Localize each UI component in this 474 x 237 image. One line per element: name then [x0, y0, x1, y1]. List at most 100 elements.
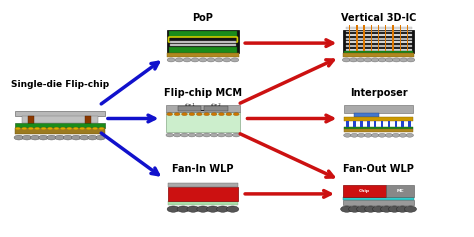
Text: Interposer: Interposer — [350, 88, 407, 98]
Circle shape — [30, 135, 40, 140]
Bar — [343, 53, 414, 57]
Circle shape — [392, 58, 401, 62]
Bar — [28, 116, 35, 128]
Circle shape — [204, 113, 210, 116]
Circle shape — [22, 135, 32, 140]
Bar — [392, 25, 394, 51]
Circle shape — [385, 133, 392, 137]
Circle shape — [399, 133, 407, 137]
Circle shape — [28, 127, 33, 130]
Circle shape — [166, 133, 173, 137]
Circle shape — [207, 206, 219, 212]
Bar — [169, 31, 237, 37]
Circle shape — [207, 58, 215, 62]
Circle shape — [191, 58, 199, 62]
Circle shape — [41, 127, 46, 130]
Bar — [167, 30, 239, 53]
Bar — [343, 197, 414, 200]
Circle shape — [351, 133, 358, 137]
Bar — [400, 25, 401, 51]
Circle shape — [167, 113, 173, 116]
Bar — [343, 200, 414, 205]
Bar — [346, 31, 411, 32]
Circle shape — [219, 113, 224, 116]
Circle shape — [187, 206, 199, 212]
Bar — [356, 25, 357, 51]
Bar — [378, 25, 379, 51]
Bar — [168, 183, 237, 187]
Circle shape — [188, 133, 196, 137]
Circle shape — [233, 113, 239, 116]
Circle shape — [210, 133, 218, 137]
Bar — [15, 128, 105, 134]
Bar — [169, 47, 237, 53]
Circle shape — [215, 58, 223, 62]
Bar — [385, 25, 386, 51]
Circle shape — [348, 206, 361, 212]
Circle shape — [35, 127, 40, 130]
Bar — [170, 41, 236, 43]
Circle shape — [341, 206, 353, 212]
Circle shape — [226, 113, 232, 116]
Circle shape — [400, 58, 408, 62]
Bar — [353, 121, 356, 127]
Bar — [344, 128, 413, 132]
Circle shape — [406, 133, 413, 137]
Circle shape — [203, 133, 210, 137]
Circle shape — [47, 135, 56, 140]
Text: MC: MC — [396, 189, 404, 193]
Bar — [349, 25, 350, 51]
Circle shape — [223, 58, 231, 62]
Bar — [346, 38, 411, 40]
Bar — [170, 44, 236, 46]
Circle shape — [80, 135, 89, 140]
Bar — [344, 51, 413, 53]
Circle shape — [47, 127, 53, 130]
Bar — [346, 41, 411, 43]
Circle shape — [15, 127, 20, 130]
Circle shape — [22, 127, 27, 130]
Circle shape — [407, 58, 415, 62]
Bar — [388, 121, 391, 127]
Circle shape — [364, 58, 372, 62]
Circle shape — [189, 113, 195, 116]
Bar — [15, 123, 105, 128]
Circle shape — [218, 133, 225, 137]
Bar — [346, 45, 411, 47]
Bar — [343, 30, 414, 53]
Bar — [168, 187, 237, 201]
Circle shape — [173, 133, 181, 137]
Circle shape — [356, 58, 365, 62]
Circle shape — [227, 206, 239, 212]
Bar — [346, 49, 411, 51]
Circle shape — [372, 133, 379, 137]
Bar — [354, 113, 379, 117]
Circle shape — [177, 206, 189, 212]
Circle shape — [182, 113, 187, 116]
Circle shape — [396, 206, 409, 212]
Bar — [367, 121, 370, 127]
Circle shape — [392, 133, 400, 137]
Circle shape — [60, 127, 65, 130]
Text: Single-die Flip-chip: Single-die Flip-chip — [10, 80, 109, 89]
Bar — [167, 53, 239, 57]
Circle shape — [96, 135, 105, 140]
Text: Fan-In WLP: Fan-In WLP — [172, 164, 234, 173]
Circle shape — [385, 58, 393, 62]
Circle shape — [225, 133, 233, 137]
Bar — [201, 110, 204, 111]
Circle shape — [67, 127, 72, 130]
Circle shape — [217, 206, 229, 212]
Circle shape — [174, 113, 180, 116]
Circle shape — [39, 135, 48, 140]
Bar — [15, 111, 105, 116]
Circle shape — [183, 58, 191, 62]
Circle shape — [175, 58, 183, 62]
Bar — [344, 127, 413, 128]
Circle shape — [73, 127, 78, 130]
Circle shape — [231, 58, 239, 62]
Circle shape — [63, 135, 73, 140]
Circle shape — [197, 206, 209, 212]
Bar — [178, 106, 201, 111]
Text: Flip-chip MCM: Flip-chip MCM — [164, 88, 242, 98]
